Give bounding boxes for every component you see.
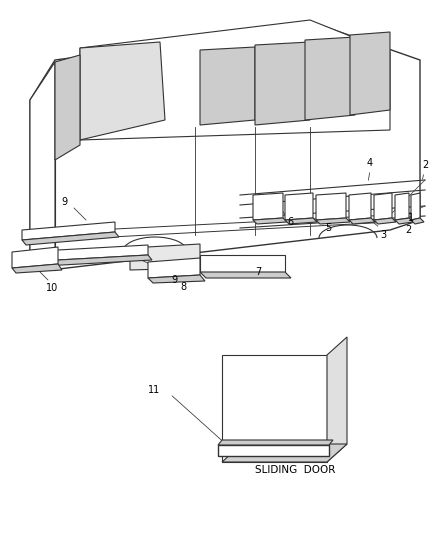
Polygon shape [374, 218, 396, 224]
Polygon shape [30, 62, 55, 270]
Text: 6: 6 [287, 217, 293, 227]
Polygon shape [349, 218, 375, 224]
Text: 10: 10 [46, 283, 58, 293]
Text: 9: 9 [62, 197, 68, 207]
Polygon shape [148, 258, 200, 278]
Text: 8: 8 [180, 282, 186, 292]
Polygon shape [349, 193, 371, 220]
Text: 1: 1 [408, 213, 414, 223]
Polygon shape [395, 193, 409, 220]
Text: 11: 11 [148, 385, 160, 395]
Polygon shape [12, 264, 62, 273]
Polygon shape [253, 218, 287, 224]
Polygon shape [350, 32, 390, 115]
Polygon shape [22, 222, 115, 240]
Polygon shape [255, 42, 310, 125]
Text: 5: 5 [325, 223, 331, 233]
Polygon shape [130, 244, 200, 270]
Text: 7: 7 [255, 267, 261, 277]
Polygon shape [285, 218, 317, 224]
Polygon shape [285, 193, 313, 220]
Polygon shape [200, 47, 255, 125]
Polygon shape [316, 193, 346, 220]
Text: 2: 2 [422, 160, 428, 170]
Polygon shape [222, 444, 347, 462]
Text: 4: 4 [367, 158, 373, 168]
Polygon shape [395, 218, 413, 224]
Polygon shape [22, 232, 119, 245]
Polygon shape [305, 37, 355, 120]
Polygon shape [80, 20, 390, 140]
Polygon shape [218, 445, 329, 456]
Polygon shape [30, 25, 420, 270]
Polygon shape [200, 255, 285, 272]
Polygon shape [218, 440, 333, 445]
Polygon shape [316, 218, 350, 224]
Polygon shape [80, 42, 165, 140]
Text: 9: 9 [171, 275, 177, 285]
Polygon shape [12, 247, 58, 268]
Polygon shape [22, 245, 148, 262]
Polygon shape [411, 218, 424, 224]
Polygon shape [55, 55, 80, 160]
Text: 2: 2 [405, 225, 411, 235]
Polygon shape [327, 337, 347, 462]
Text: 3: 3 [380, 230, 386, 240]
Polygon shape [200, 272, 291, 278]
Polygon shape [411, 193, 420, 220]
Polygon shape [148, 275, 205, 283]
Polygon shape [374, 193, 392, 220]
Polygon shape [253, 193, 283, 220]
Polygon shape [222, 355, 327, 462]
Text: SLIDING  DOOR: SLIDING DOOR [255, 465, 335, 475]
Polygon shape [22, 255, 152, 267]
